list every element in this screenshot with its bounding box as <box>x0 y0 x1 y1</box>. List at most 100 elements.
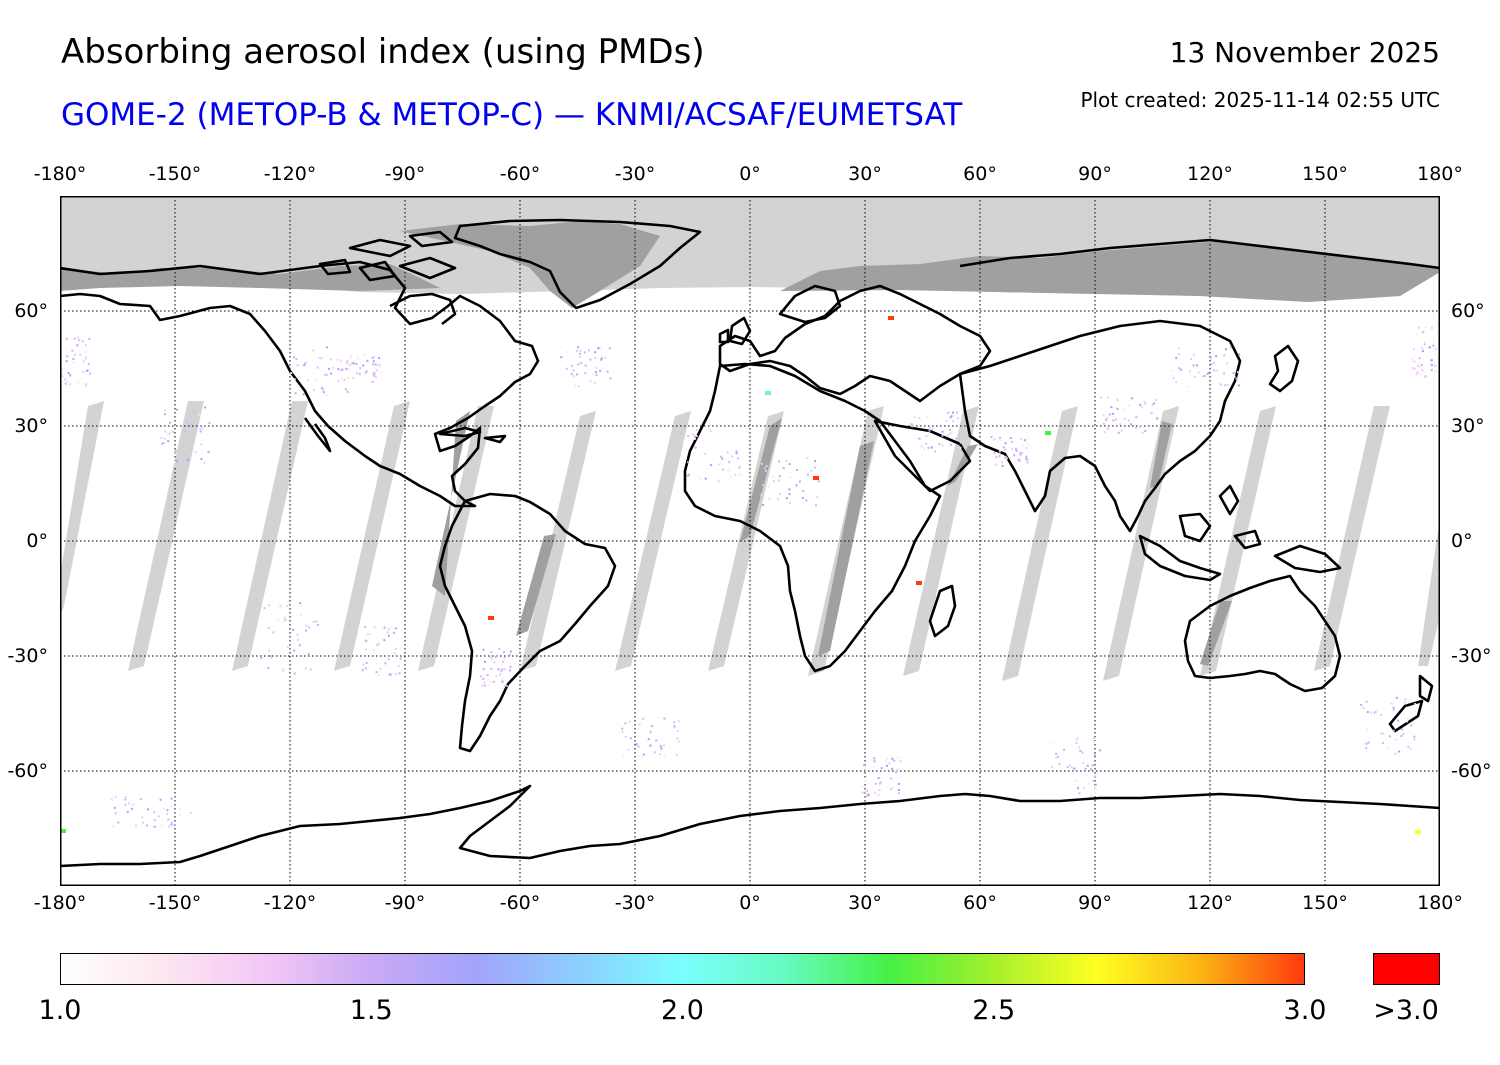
aerosol-pixel <box>1140 405 1143 408</box>
aerosol-pixel <box>1141 431 1144 434</box>
aerosol-pixel <box>375 644 378 647</box>
aerosol-pixel <box>1427 346 1430 349</box>
aerosol-pixel <box>589 380 592 383</box>
aerosol-pixel <box>322 388 325 391</box>
aerosol-pixel <box>364 639 367 642</box>
aerosol-pixel <box>162 442 165 445</box>
map-subtitle: GOME-2 (METOP-B & METOP-C) — KNMI/ACSAF/… <box>61 97 963 133</box>
aerosol-pixel <box>572 369 575 372</box>
aerosol-pixel <box>777 498 779 501</box>
aerosol-pixel <box>1077 787 1079 790</box>
aerosol-pixel <box>1225 348 1227 351</box>
aerosol-pixel <box>114 812 117 815</box>
aerosol-pixel <box>727 469 730 472</box>
aerosol-pixel <box>1219 383 1222 386</box>
aerosol-pixel <box>949 432 952 435</box>
aerosol-pixel <box>688 473 690 476</box>
aerosol-pixel <box>1135 416 1138 419</box>
aerosol-pixel <box>580 362 583 364</box>
aerosol-pixel <box>578 352 581 355</box>
aerosol-pixel <box>263 607 266 610</box>
aerosol-pixel <box>574 384 577 387</box>
aerosol-pixel <box>1362 707 1365 710</box>
aerosol-pixel <box>600 357 603 360</box>
aerosol-pixel <box>128 802 131 805</box>
aerosol-pixel <box>898 792 900 795</box>
aerosol-pixel <box>295 358 298 360</box>
aerosol-pixel <box>594 351 597 354</box>
aerosol-pixel <box>61 375 64 378</box>
aerosol-index-pixels <box>60 316 1440 834</box>
aerosol-pixel <box>760 493 763 496</box>
aerosol-pixel <box>597 347 600 349</box>
aerosol-pixel <box>676 738 679 741</box>
longitude-tick-top: 30° <box>848 163 882 185</box>
aerosol-hotspot <box>813 476 819 480</box>
aerosol-pixel <box>878 782 881 785</box>
aerosol-pixel <box>763 467 766 470</box>
aerosol-pixel <box>383 626 386 629</box>
longitude-tick-bottom: 0° <box>739 892 761 914</box>
aerosol-pixel <box>399 647 402 650</box>
aerosol-pixel <box>1094 774 1097 777</box>
coast-arabia <box>873 419 972 493</box>
aerosol-pixel <box>1381 742 1384 745</box>
aerosol-pixel <box>1201 375 1204 378</box>
coast-new-zealand <box>1388 674 1434 733</box>
aerosol-pixel <box>1430 364 1433 366</box>
aerosol-pixel <box>163 807 166 810</box>
aerosol-pixel <box>186 458 189 461</box>
aerosol-pixel <box>817 480 820 483</box>
aerosol-pixel <box>379 667 382 670</box>
aerosol-pixel <box>374 368 377 371</box>
aerosol-pixel <box>1086 764 1089 767</box>
aerosol-pixel <box>323 374 326 377</box>
aerosol-pixel <box>1078 746 1081 749</box>
aerosol-pixel <box>375 671 378 674</box>
aerosol-pixel <box>339 369 342 372</box>
aerosol-pixel <box>379 371 382 374</box>
aerosol-pixel <box>1380 732 1382 735</box>
aerosol-pixel <box>358 372 361 375</box>
map-title: Absorbing aerosol index (using PMDs) <box>61 32 705 72</box>
longitude-tick-top: 150° <box>1302 163 1348 185</box>
aerosol-pixel <box>680 432 683 435</box>
aerosol-pixel <box>386 631 389 634</box>
aerosol-pixel <box>174 460 177 463</box>
aerosol-pixel <box>1209 357 1212 360</box>
coast-north-america <box>60 260 540 508</box>
aerosol-pixel <box>658 753 661 756</box>
aerosol-pixel <box>282 669 285 672</box>
aerosol-pixel <box>375 662 378 665</box>
aerosol-pixel <box>175 460 178 463</box>
aerosol-pixel <box>1193 376 1196 378</box>
aerosol-pixel <box>1017 458 1020 461</box>
aerosol-pixel <box>362 663 365 666</box>
aerosol-pixel <box>389 673 392 676</box>
coast-europe <box>718 284 992 403</box>
aerosol-pixel <box>1373 711 1376 714</box>
aerosol-pixel <box>1207 371 1210 374</box>
aerosol-pixel <box>1413 356 1416 359</box>
aerosol-pixel <box>372 649 375 652</box>
aerosol-pixel <box>1434 347 1437 350</box>
aerosol-pixel <box>638 745 641 748</box>
aerosol-pixel <box>938 443 941 446</box>
aerosol-pixel <box>64 378 67 381</box>
aerosol-pixel <box>1366 711 1369 714</box>
aerosol-pixel <box>495 675 498 678</box>
aerosol-pixel <box>735 450 738 453</box>
aerosol-pixel <box>337 380 340 383</box>
aerosol-pixel <box>1004 442 1007 445</box>
aerosol-pixel <box>365 662 368 664</box>
coast-australia <box>1183 574 1342 693</box>
aerosol-pixel <box>486 674 489 677</box>
aerosol-pixel <box>325 373 328 376</box>
aerosol-pixel <box>305 624 308 627</box>
aerosol-pixel <box>998 455 1001 458</box>
aerosol-pixel <box>1025 463 1028 465</box>
aerosol-pixel <box>377 674 380 677</box>
aerosol-pixel <box>1134 424 1136 427</box>
aerosol-pixel <box>85 355 87 358</box>
aerosol-pixel <box>717 480 720 483</box>
